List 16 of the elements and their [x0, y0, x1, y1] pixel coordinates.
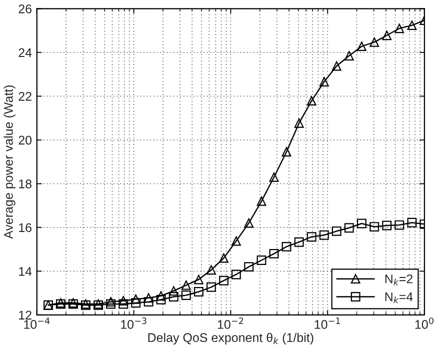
- y-tick-label: 22: [18, 92, 32, 101]
- y-tick-label: 12: [19, 310, 32, 320]
- x-tick-label: 10$^{−3}$: [121, 317, 146, 329]
- y-tick-label: 16: [19, 223, 32, 232]
- x-tick-label: 10$^{−2}$: [218, 317, 244, 329]
- y-tick-label: 20: [18, 136, 32, 145]
- y-axis-title: Average power value (Watt): [4, 85, 16, 239]
- y-tick-label: 18: [19, 179, 32, 188]
- legend-label: N$_{k}$=2: [385, 274, 413, 286]
- x-tick-label: 10$^{0}$: [415, 317, 434, 329]
- y-tick-label: 24: [18, 48, 32, 57]
- x-axis-title: Delay QoS exponent θ$_{k}$ (1/bit): [148, 332, 314, 344]
- y-tick-label: 26: [18, 4, 32, 14]
- y-tick-label: 14: [19, 267, 32, 276]
- x-tick-label: 10$^{−1}$: [314, 318, 340, 329]
- legend-label: N$_{k}$=4: [385, 292, 413, 304]
